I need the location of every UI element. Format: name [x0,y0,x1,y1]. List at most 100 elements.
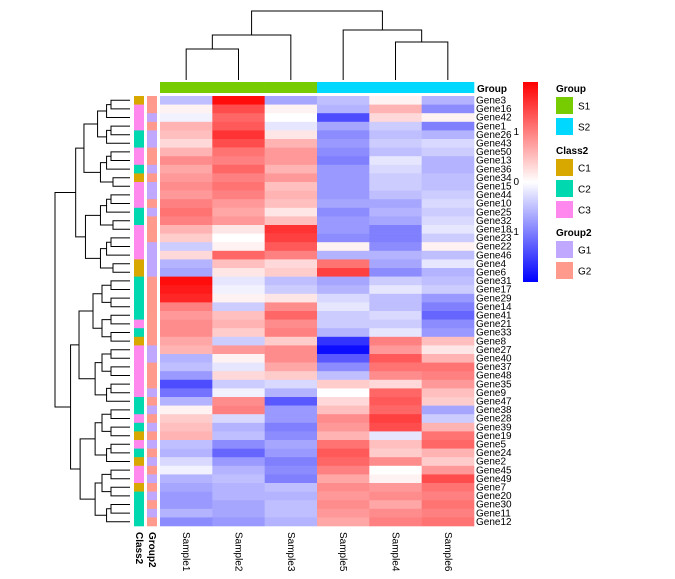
row-annotation-group2-gene4 [147,259,157,269]
heatmap-cell-gene31-sample4 [369,276,422,286]
annotation-labels: Group Class2 Group2 [133,84,507,568]
row-annotation-group2-gene28 [147,414,157,424]
row-dendrogram-branch [101,413,111,432]
heatmap-cell-gene35-sample5 [317,379,370,389]
heatmap-cell-gene30-sample6 [421,500,475,510]
heatmap-cell-gene33-sample1 [160,328,213,338]
heatmap-cell-gene17-sample5 [317,285,370,295]
row-annotation-group2-gene36 [147,164,157,174]
row-dendrogram-branch [106,129,130,144]
row-dendrogram-branch [110,237,130,247]
heatmap-cell-gene10-sample2 [212,199,265,209]
heatmap-cell-gene5-sample5 [317,440,370,449]
row-dendrogram-branch [110,469,130,480]
row-annotation-class2-gene7 [134,483,144,492]
row-annotation-group2-gene43 [147,139,157,148]
heatmap-cell-gene1-sample6 [421,121,475,131]
heatmap-cell-gene45-sample3 [264,465,318,475]
heatmap-cell-gene2-sample5 [317,457,370,467]
heatmap-cell-gene39-sample3 [264,422,318,432]
heatmap-cell-gene21-sample2 [212,319,265,329]
row-annotation-class2-gene40 [134,354,144,363]
row-dendrogram-branch [101,284,111,303]
heatmap-cell-gene29-sample3 [264,293,318,303]
gene-label-gene27: Gene27 [476,345,512,356]
row-annotation-group2-gene29 [147,293,157,303]
heatmap-cell-gene46-sample4 [369,250,422,260]
column-dendrogram-branch [185,48,239,80]
heatmap-cell-gene38-sample1 [160,405,213,415]
row-annotation-class2-gene30 [134,500,144,510]
heatmap-cell-gene10-sample3 [264,199,318,209]
legend-title-group: Group [556,84,586,95]
heatmap-cell-gene10-sample1 [160,199,213,209]
row-annotation-class2-gene50 [134,147,144,157]
row-dendrogram-branch [112,177,130,187]
row-annotation-group2-gene37 [147,362,157,372]
row-dendrogram-branch [110,383,130,394]
heatmap-cell-gene26-sample6 [421,130,475,140]
heatmap-cell-gene16-sample4 [369,104,422,114]
row-annotation-group2-gene47 [147,397,157,406]
heatmap-cell-gene9-sample5 [317,388,370,398]
gene-label-gene23: Gene23 [476,233,512,244]
row-annotation-group2-gene32 [147,216,157,226]
gene-label-gene19: Gene19 [476,431,512,442]
heatmap-cell-gene45-sample4 [369,465,422,475]
row-annotation-class2-gene28 [134,414,144,424]
gene-label-gene32: Gene32 [476,216,512,227]
row-dendrogram-branch [79,438,96,500]
heatmap-cell-gene47-sample2 [212,397,265,406]
colorbar: 1 0 -1 [510,82,538,282]
heatmap-cell-gene14-sample5 [317,302,370,312]
heatmap-cell-gene26-sample3 [264,130,318,140]
heatmap-cell-gene36-sample4 [369,164,422,174]
row-annotation-class2-gene32 [134,216,144,226]
heatmap-cell-gene13-sample5 [317,156,370,166]
column-annotation-bar [160,82,475,93]
heatmap-cell-gene32-sample3 [264,216,318,226]
row-annotation-group2-gene35 [147,379,157,389]
gene-label-gene4: Gene4 [476,259,506,270]
gene-label-gene43: Gene43 [476,139,512,150]
heatmap-cell-gene32-sample4 [369,216,422,226]
row-annotation-group2-gene15 [147,182,157,191]
heatmap-cell-gene26-sample5 [317,130,370,140]
heatmap-cell-gene10-sample5 [317,199,370,209]
row-dendrogram-branch [106,241,130,256]
gene-label-gene45: Gene45 [476,465,512,476]
heatmap-cell-gene4-sample1 [160,259,213,269]
row-annotation-group2-gene38 [147,405,157,415]
heatmap-cell-gene20-sample5 [317,491,370,501]
heatmap-cell-gene37-sample1 [160,362,213,372]
heatmap-cell-gene23-sample5 [317,233,370,243]
gene-label-gene36: Gene36 [476,164,512,175]
gene-label-gene41: Gene41 [476,311,512,322]
row-annotation-class2-gene24 [134,448,144,458]
heatmap-cell-gene18-sample4 [369,225,422,234]
heatmap-cell-gene17-sample2 [212,285,265,295]
legend-swatch-g2 [556,262,573,279]
legend-label-c2: C2 [578,185,591,196]
row-annotation-group2-gene16 [147,104,157,114]
heatmap-cell-gene13-sample3 [264,156,318,166]
heatmap-cell-gene23-sample4 [369,233,422,243]
heatmap-cell-gene33-sample2 [212,328,265,338]
heatmap-cell-gene5-sample6 [421,440,475,449]
heatmap-cell-gene12-sample3 [264,517,318,527]
row-dendrogram-branch [110,280,130,290]
heatmap-cell-gene6-sample2 [212,268,265,277]
column-dendrogram-branch [251,10,383,35]
row-annotation-group2-gene42 [147,113,157,123]
row-annotation-group2-gene25 [147,207,157,217]
gene-label-gene38: Gene38 [476,405,512,416]
row-annotation-class2-gene18 [134,225,144,234]
column-annotation-cell-sample2 [212,82,265,93]
heatmap-cell-gene19-sample4 [369,431,422,441]
row-annotation-group2-gene22 [147,242,157,252]
row-annotation-group2-gene46 [147,250,157,260]
heatmap-cell-gene6-sample4 [369,268,422,277]
row-annotation-class2-gene47 [134,397,144,406]
heatmap-cell-gene15-sample1 [160,182,213,191]
